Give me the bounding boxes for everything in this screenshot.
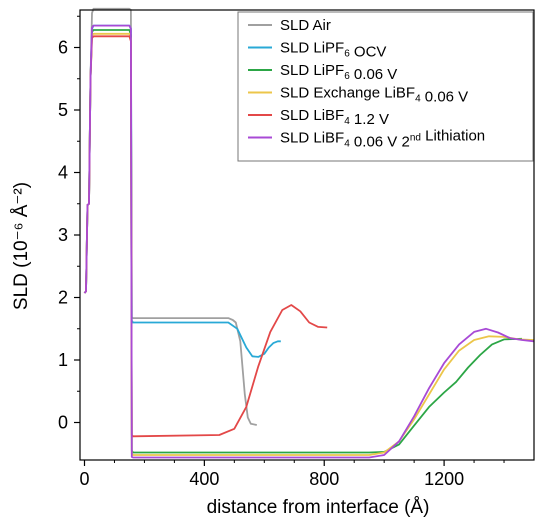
- legend-label-3: SLD LiPF6 0.06 V: [280, 62, 397, 83]
- x-axis-title: distance from interface (Å): [207, 497, 430, 518]
- y-axis-title: SLD (10⁻⁶ Å⁻²): [11, 182, 32, 310]
- legend-box: [237, 11, 534, 162]
- y-tick-label: 2: [58, 288, 68, 308]
- y-tick-label: 1: [58, 350, 68, 370]
- x-tick-label: 800: [309, 469, 339, 489]
- y-tick-label: 5: [58, 100, 68, 120]
- series-line-6: [83, 24, 535, 459]
- plot-area: [83, 7, 535, 459]
- x-tick-label: 1200: [424, 469, 464, 489]
- axes: 0 400 800 1200 0 1 2 3 4 5 6: [58, 9, 535, 489]
- legend-label-1: SLD Air: [280, 17, 331, 34]
- series-line-1: [83, 7, 257, 426]
- y-tick-label: 0: [58, 413, 68, 433]
- y-tick-label: 4: [58, 163, 68, 183]
- x-tick-label: 400: [189, 469, 219, 489]
- legend-label-6: SLD LiBF4 0.06 V 2nd Lithiation: [280, 128, 485, 151]
- legend-label-4: SLD Exchange LiBF4 0.06 V: [280, 85, 468, 106]
- y-tick-label: 3: [58, 225, 68, 245]
- y-tick-label: 6: [58, 38, 68, 58]
- legend-label-2: SLD LiPF6 OCV: [280, 40, 386, 61]
- x-tick-label: 0: [79, 469, 89, 489]
- legend-label-5: SLD LiBF4 1.2 V: [280, 107, 389, 128]
